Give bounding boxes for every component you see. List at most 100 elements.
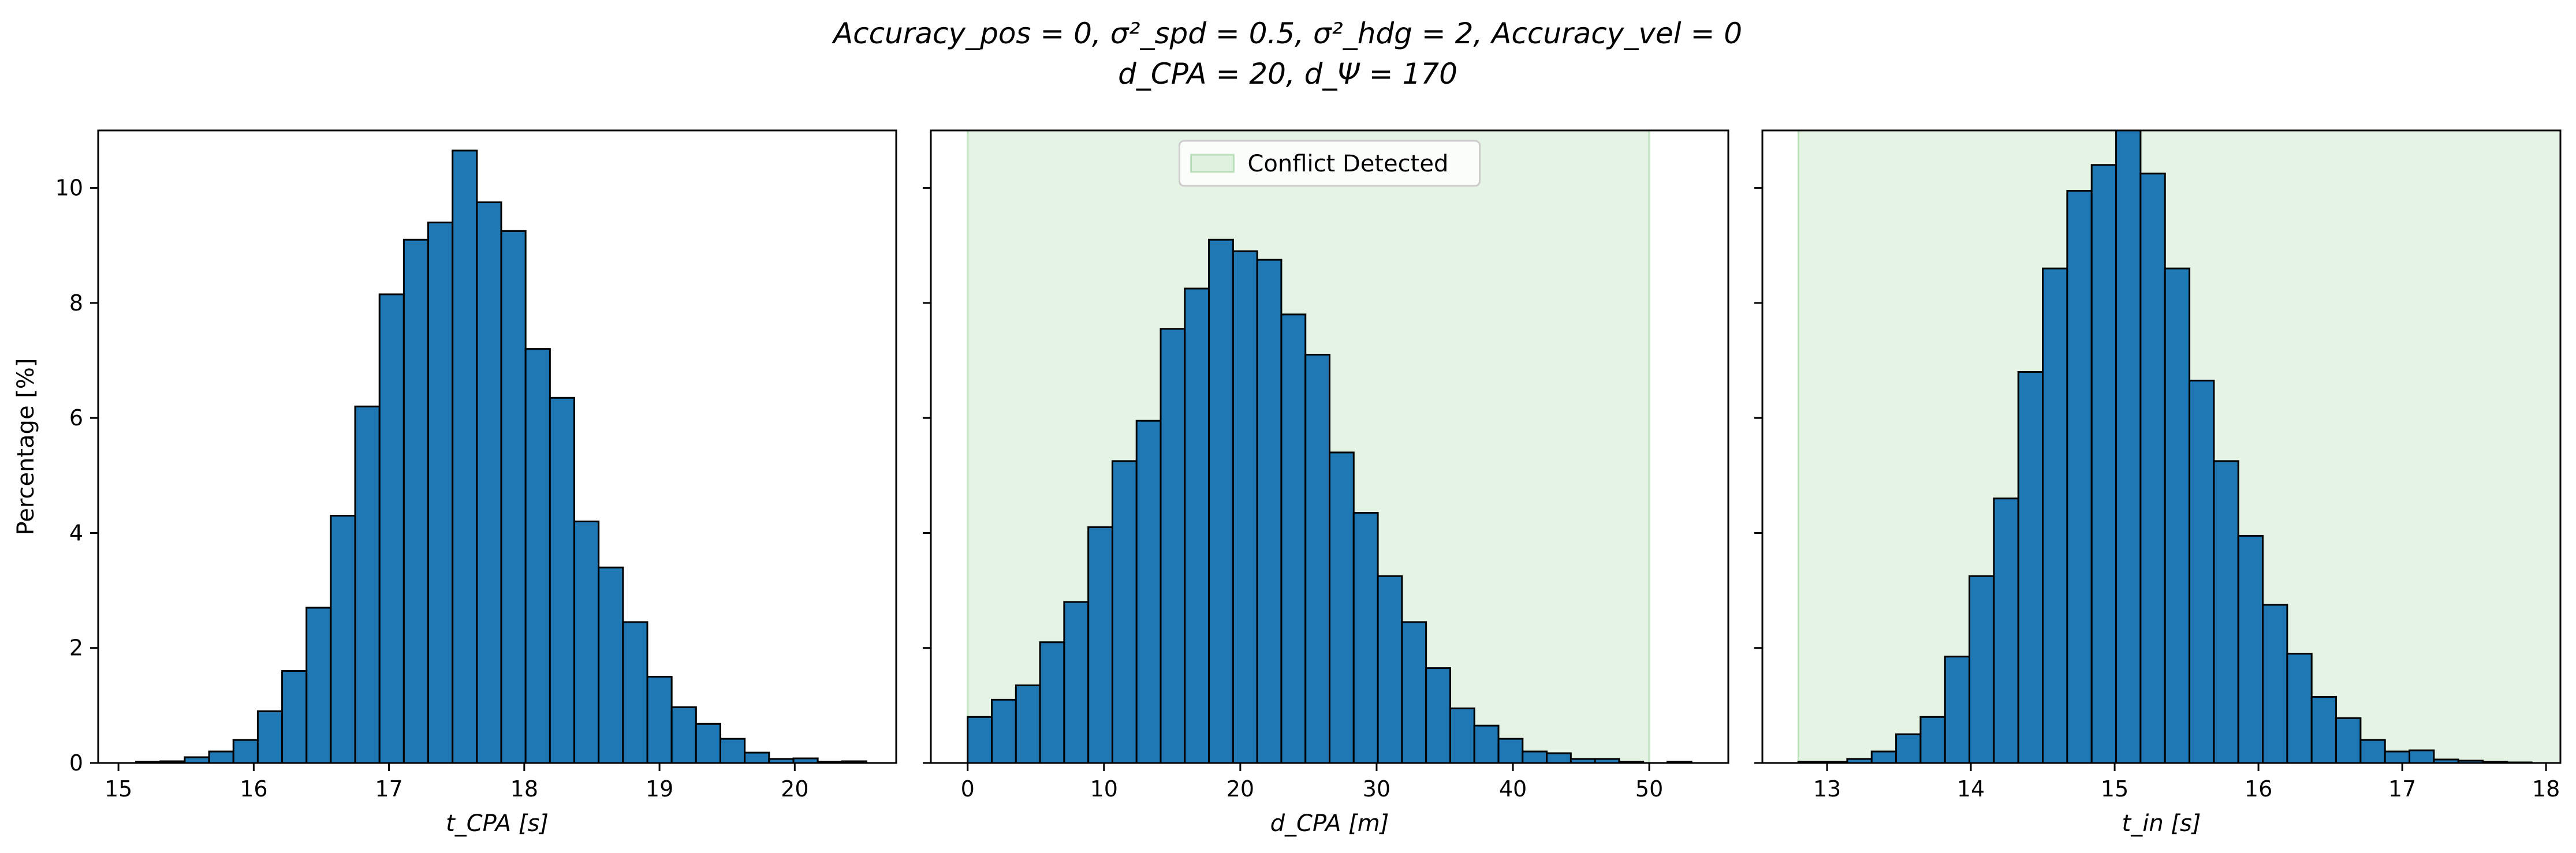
x-tick-label: 13 [1813, 776, 1841, 802]
histogram-bar [2384, 750, 2411, 763]
histogram-bar [1256, 259, 1283, 763]
histogram-bar [991, 698, 1017, 763]
histogram-bar [2066, 190, 2093, 763]
histogram-bar [1377, 575, 1403, 763]
y-tick-label: 8 [69, 290, 83, 316]
histogram-bar [2310, 695, 2338, 763]
histogram-bar [2213, 460, 2239, 763]
histogram-bar [2262, 604, 2288, 763]
histogram-bar [1522, 750, 1548, 763]
figure-title-line1: Accuracy_pos = 0, σ²_spd = 0.5, σ²_hdg =… [832, 17, 1742, 50]
histogram-bar [1895, 733, 1922, 763]
x-tick-label: 14 [1957, 776, 1985, 802]
x-tick-label: 15 [105, 776, 132, 802]
histogram-bar [967, 716, 993, 763]
y-tick-label: 6 [69, 405, 83, 431]
histogram-bar [305, 607, 332, 763]
figure-title-line2: d_CPA = 20, d_Ψ = 170 [1118, 57, 1457, 91]
y-tick-label: 0 [69, 750, 83, 776]
x-tick-label: 17 [2388, 776, 2416, 802]
histogram-bar [208, 750, 234, 763]
histogram-bar [1135, 420, 1162, 763]
x-axis-label: t_in [s] [2122, 810, 2201, 837]
x-tick-label: 20 [781, 776, 808, 802]
histogram-bar [2335, 717, 2362, 763]
histogram-bar [476, 201, 502, 763]
histogram-bar [1015, 684, 1041, 763]
histogram-bar [378, 293, 405, 763]
dcpa-histogram-panel: 0 10 20 30 40 50 d_CPA [m] Conflict Detected [923, 129, 1729, 837]
x-tick-label: 30 [1363, 776, 1390, 802]
x-tick-label: 16 [240, 776, 267, 802]
histogram-bar [1184, 287, 1210, 763]
x-tick-label: 20 [1227, 776, 1254, 802]
histogram-bar [744, 751, 770, 763]
histogram-bar [1352, 512, 1379, 763]
histogram-bar [354, 405, 381, 763]
histogram-bar [549, 396, 576, 763]
x-tick-label: 18 [2532, 776, 2560, 802]
x-axis-label: t_CPA [s] [446, 810, 549, 837]
histogram-bar [1208, 238, 1234, 763]
histogram-bar [1039, 641, 1065, 763]
histogram-bar [598, 566, 624, 763]
histogram-bar [524, 348, 551, 763]
histogram-bar [402, 238, 430, 763]
histogram-bar [2017, 371, 2044, 763]
histogram-bar [452, 149, 478, 763]
histogram-bar [1870, 750, 1897, 763]
axes-frame [97, 129, 897, 764]
histogram-bar [2409, 749, 2435, 763]
histogram-bar [646, 676, 673, 763]
histogram-bar [1329, 451, 1355, 763]
histogram-bar [670, 706, 697, 763]
histogram-bar [1401, 621, 1427, 763]
histogram-bar [256, 710, 284, 763]
axes-frame [1761, 129, 2562, 764]
histogram-bar [2286, 653, 2313, 763]
histogram-bar [1425, 667, 1451, 763]
tin-histogram-panel: 13 14 15 16 17 18 t_in [s] [1754, 129, 2562, 837]
histogram-bar [2139, 173, 2166, 763]
plot-area [1797, 130, 2560, 763]
tcpa-histogram-panel: 15 16 17 18 19 20 0 2 4 6 8 10 t_CPA [s] Percentage [… [13, 129, 897, 837]
histogram-bar [1232, 250, 1258, 763]
histogram-bar [2090, 164, 2118, 763]
histogram-bar [427, 221, 454, 763]
histogram-bar [1449, 707, 1475, 763]
histogram-bar [1546, 752, 1572, 763]
x-tick-label: 50 [1635, 776, 1663, 802]
x-tick-label: 16 [2245, 776, 2272, 802]
x-tick-label: 15 [2101, 776, 2128, 802]
plot-area [135, 149, 867, 763]
histogram-bar [1304, 354, 1330, 763]
y-axis-label: Percentage [%] [13, 358, 39, 536]
histogram-bar [2189, 379, 2215, 763]
histogram-bar [1473, 724, 1500, 763]
x-tick-label: 19 [646, 776, 673, 802]
x-tick-label: 10 [1090, 776, 1118, 802]
histogram-bar [281, 670, 308, 763]
y-tick-label: 2 [69, 635, 83, 661]
axes-frame [930, 129, 1729, 764]
histogram-bar [1111, 460, 1138, 763]
histogram-bar [1919, 716, 1946, 763]
histogram-bar [500, 230, 527, 763]
legend-box [1179, 140, 1481, 187]
histogram-bar [1160, 328, 1186, 763]
histogram-bar [232, 739, 259, 763]
legend: Conflict Detected [1179, 140, 1481, 187]
x-tick-label: 40 [1499, 776, 1527, 802]
histogram-bar [1497, 738, 1524, 763]
histogram-bar [2164, 267, 2191, 763]
histogram-bar [1280, 313, 1307, 763]
histogram-bar [1993, 497, 2019, 763]
histogram-bar [330, 515, 356, 763]
y-tick-label: 10 [55, 175, 83, 201]
histogram-bar [1063, 601, 1090, 763]
histogram-bar [2042, 267, 2068, 763]
histogram-bar [2237, 534, 2264, 763]
histogram-bar [719, 738, 746, 763]
x-tick-label: 18 [510, 776, 538, 802]
